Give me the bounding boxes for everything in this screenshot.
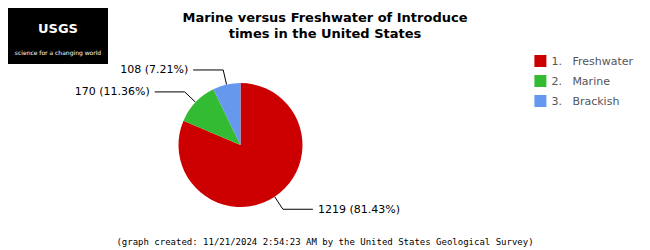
svg-text:3. Brackish: 3. Brackish	[551, 95, 619, 108]
svg-text:(graph created: 11/21/2024 2:5: (graph created: 11/21/2024 2:54:23 AM by…	[116, 237, 533, 247]
svg-text:108 (7.21%): 108 (7.21%)	[120, 63, 188, 76]
svg-text:1219 (81.43%): 1219 (81.43%)	[318, 203, 400, 216]
svg-text:170 (11.36%): 170 (11.36%)	[75, 85, 150, 98]
svg-text:2. Marine: 2. Marine	[551, 75, 610, 88]
svg-text:Marine versus Freshwater of In: Marine versus Freshwater of Introduce	[183, 10, 468, 25]
svg-text:times in the United States: times in the United States	[229, 26, 422, 41]
svg-text:USGS: USGS	[38, 21, 78, 36]
svg-text:science for a changing world: science for a changing world	[15, 49, 102, 57]
svg-text:1. Freshwater: 1. Freshwater	[551, 55, 633, 68]
